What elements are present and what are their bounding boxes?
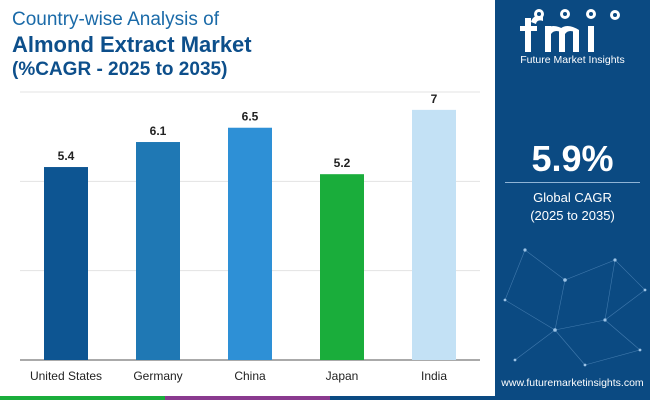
title-block: Country-wise Analysis of Almond Extract …: [12, 8, 252, 82]
global-cagr-label-line1: Global CAGR: [533, 190, 612, 205]
bar-germany: [136, 142, 180, 360]
data-label: 5.2: [334, 156, 351, 170]
fmi-logo: [520, 9, 620, 52]
side-panel: Future Market Insights 5.9% Global CAGR …: [495, 0, 650, 400]
chart-area: 5.4 6.1 6.5 5.2 7 United States Germany China J…: [20, 91, 480, 383]
data-label: 6.5: [242, 110, 259, 124]
stripe-purple: [165, 396, 330, 400]
x-tick-label: China: [234, 369, 266, 383]
chart-title-line2: Almond Extract Market: [12, 32, 252, 57]
bar-chart: 5.4 6.1 6.5 5.2 7: [20, 91, 480, 361]
x-tick-label: Germany: [133, 369, 183, 383]
network-graphic: [503, 248, 647, 367]
global-cagr-value: 5.9%: [531, 138, 614, 179]
bar-japan: [320, 174, 364, 360]
stripe-green: [0, 396, 165, 400]
data-label: 7: [431, 92, 438, 106]
x-tick-label: United States: [29, 369, 103, 383]
stripe-blue: [330, 396, 650, 400]
chart-title-line3: (%CAGR - 2025 to 2035): [12, 59, 228, 80]
x-tick-label: Japan: [325, 369, 359, 383]
global-cagr-label-line2: (2025 to 2035): [530, 208, 615, 223]
chart-title-line1: Country-wise Analysis of: [12, 9, 219, 30]
data-label: 6.1: [150, 124, 167, 138]
data-label: 5.4: [58, 149, 75, 163]
kpi-divider: [505, 182, 640, 183]
bar-china: [228, 127, 272, 360]
bar-united-states: [44, 167, 88, 360]
bar-india: [412, 109, 456, 360]
x-tick-label: India: [420, 369, 448, 383]
global-cagr-label: Global CAGR (2025 to 2035): [495, 189, 650, 225]
logo-text: Future Market Insights: [520, 54, 625, 66]
website-url[interactable]: www.futuremarketinsights.com: [501, 377, 644, 389]
